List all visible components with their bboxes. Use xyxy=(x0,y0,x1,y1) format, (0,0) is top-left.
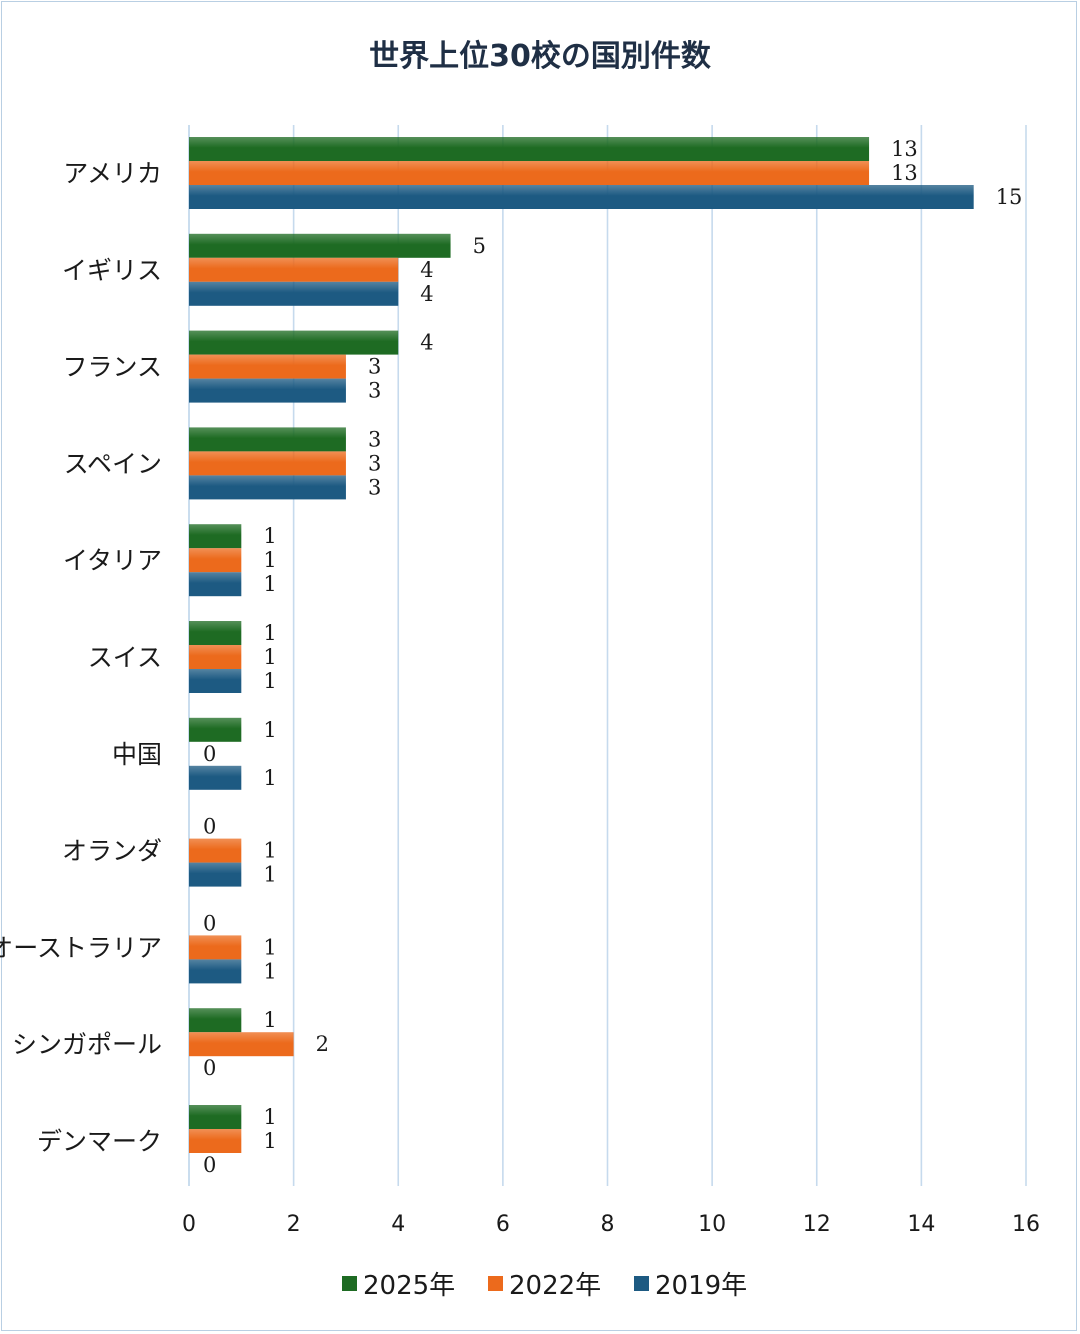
bar xyxy=(189,548,242,573)
legend-label: 2019年 xyxy=(655,1271,747,1301)
bar xyxy=(189,524,242,549)
category-label: アメリカ xyxy=(63,159,162,188)
bar xyxy=(189,427,346,452)
data-label: 3 xyxy=(368,355,381,379)
category-label: デンマーク xyxy=(37,1127,162,1156)
data-label: 0 xyxy=(203,911,216,935)
data-label: 1 xyxy=(263,959,276,983)
legend-swatch xyxy=(634,1276,649,1291)
bar xyxy=(189,354,346,379)
bar xyxy=(189,185,974,209)
bar xyxy=(189,161,870,185)
x-tick-label: 8 xyxy=(601,1212,615,1237)
data-label: 13 xyxy=(891,161,918,185)
data-label: 1 xyxy=(263,645,276,669)
bar xyxy=(189,959,242,984)
legend-label: 2022年 xyxy=(509,1271,601,1301)
data-label: 1 xyxy=(263,572,276,596)
bar xyxy=(189,233,451,258)
data-label: 0 xyxy=(203,1056,216,1080)
category-label: フランス xyxy=(62,353,162,382)
bar xyxy=(189,645,242,669)
bar xyxy=(189,838,242,863)
bar xyxy=(189,1105,242,1129)
bar xyxy=(189,1008,242,1033)
data-label: 3 xyxy=(368,475,381,499)
data-label: 1 xyxy=(263,621,276,645)
category-label: スイス xyxy=(88,643,162,672)
data-label: 1 xyxy=(263,839,276,863)
data-label: 1 xyxy=(263,935,276,959)
data-label: 1 xyxy=(263,718,276,742)
data-label: 0 xyxy=(203,815,216,839)
legend: 2025年 2022年 2019年 xyxy=(342,1271,747,1301)
category-label: シンガポール xyxy=(12,1030,162,1059)
chart-title: 世界上位30校の国別件数 xyxy=(369,39,712,74)
data-label: 4 xyxy=(420,282,433,306)
bar xyxy=(189,475,346,500)
category-label: スペイン xyxy=(64,449,162,478)
data-label: 1 xyxy=(263,1008,276,1032)
bar xyxy=(189,330,399,355)
bar xyxy=(189,137,870,161)
bar xyxy=(189,935,242,960)
data-label: 1 xyxy=(263,548,276,572)
data-label: 1 xyxy=(263,524,276,548)
x-tick-label: 10 xyxy=(698,1212,726,1237)
bar xyxy=(189,281,399,306)
legend-label: 2025年 xyxy=(363,1271,455,1301)
data-label: 4 xyxy=(420,331,433,355)
bar xyxy=(189,669,242,693)
data-label: 1 xyxy=(263,1105,276,1129)
bar xyxy=(189,1032,294,1057)
bar xyxy=(189,378,346,403)
data-label: 5 xyxy=(473,234,486,258)
legend-swatch xyxy=(342,1276,357,1291)
data-label: 15 xyxy=(996,185,1023,209)
legend-swatch xyxy=(488,1276,503,1291)
bar xyxy=(189,1129,242,1153)
category-label: 中国 xyxy=(112,740,162,769)
data-label: 2 xyxy=(316,1032,329,1056)
data-label: 13 xyxy=(891,137,918,161)
data-label: 3 xyxy=(368,379,381,403)
bar xyxy=(189,765,242,790)
data-label: 1 xyxy=(263,863,276,887)
category-labels: アメリカイギリスフランススペインイタリアスイス中国オランダオーストラリアシンガポ… xyxy=(0,159,162,1156)
x-tick-label: 2 xyxy=(287,1212,301,1237)
x-tick-label: 6 xyxy=(496,1212,510,1237)
category-label: オーストラリア xyxy=(0,933,162,962)
x-tick-label: 4 xyxy=(391,1212,405,1237)
data-label: 1 xyxy=(263,669,276,693)
category-label: イギリス xyxy=(62,256,162,285)
bar xyxy=(189,862,242,887)
category-label: イタリア xyxy=(63,546,162,575)
data-label: 1 xyxy=(263,766,276,790)
data-label: 3 xyxy=(368,427,381,451)
data-label: 1 xyxy=(263,1129,276,1153)
data-label: 0 xyxy=(203,742,216,766)
bar xyxy=(189,621,242,645)
bar xyxy=(189,717,242,742)
x-tick-label: 0 xyxy=(182,1212,196,1237)
bar xyxy=(189,572,242,597)
bar xyxy=(189,257,399,282)
x-tick-label: 16 xyxy=(1012,1212,1040,1237)
x-tick-labels: 0 2 4 6 8 10 12 14 16 xyxy=(182,1212,1040,1237)
data-label: 4 xyxy=(420,258,433,282)
bar xyxy=(189,451,346,476)
data-label: 3 xyxy=(368,451,381,475)
x-tick-label: 12 xyxy=(803,1212,831,1237)
category-label: オランダ xyxy=(62,837,162,866)
x-tick-label: 14 xyxy=(907,1212,935,1237)
data-label: 0 xyxy=(203,1153,216,1177)
